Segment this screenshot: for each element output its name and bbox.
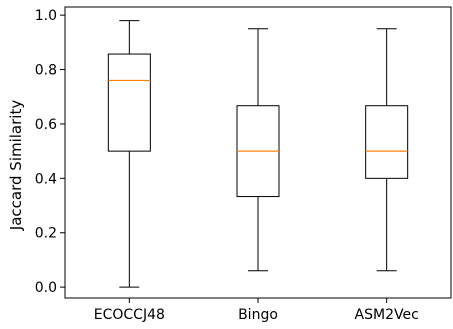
box-iqr bbox=[365, 105, 409, 179]
x-tick-label: ECOCCJ48 bbox=[94, 307, 165, 323]
y-tick-label: 1.0 bbox=[35, 8, 57, 24]
y-tick-label: 0.2 bbox=[35, 226, 57, 242]
y-tick-label: 0.0 bbox=[35, 280, 57, 296]
y-tick-label: 0.6 bbox=[35, 117, 57, 133]
y-axis-label: Jaccard Similarity bbox=[7, 100, 25, 232]
y-tick-label: 0.8 bbox=[35, 63, 57, 79]
x-tick-label: Bingo bbox=[238, 307, 278, 323]
plot-area: 0.0 0.2 0.4 0.6 0.8 1.0 ECOCCJ48 Bingo ASM2Vec bbox=[35, 6, 452, 323]
y-tick-label: 0.4 bbox=[35, 171, 57, 187]
x-tick-label: ASM2Vec bbox=[355, 307, 419, 323]
box-iqr bbox=[107, 53, 151, 152]
